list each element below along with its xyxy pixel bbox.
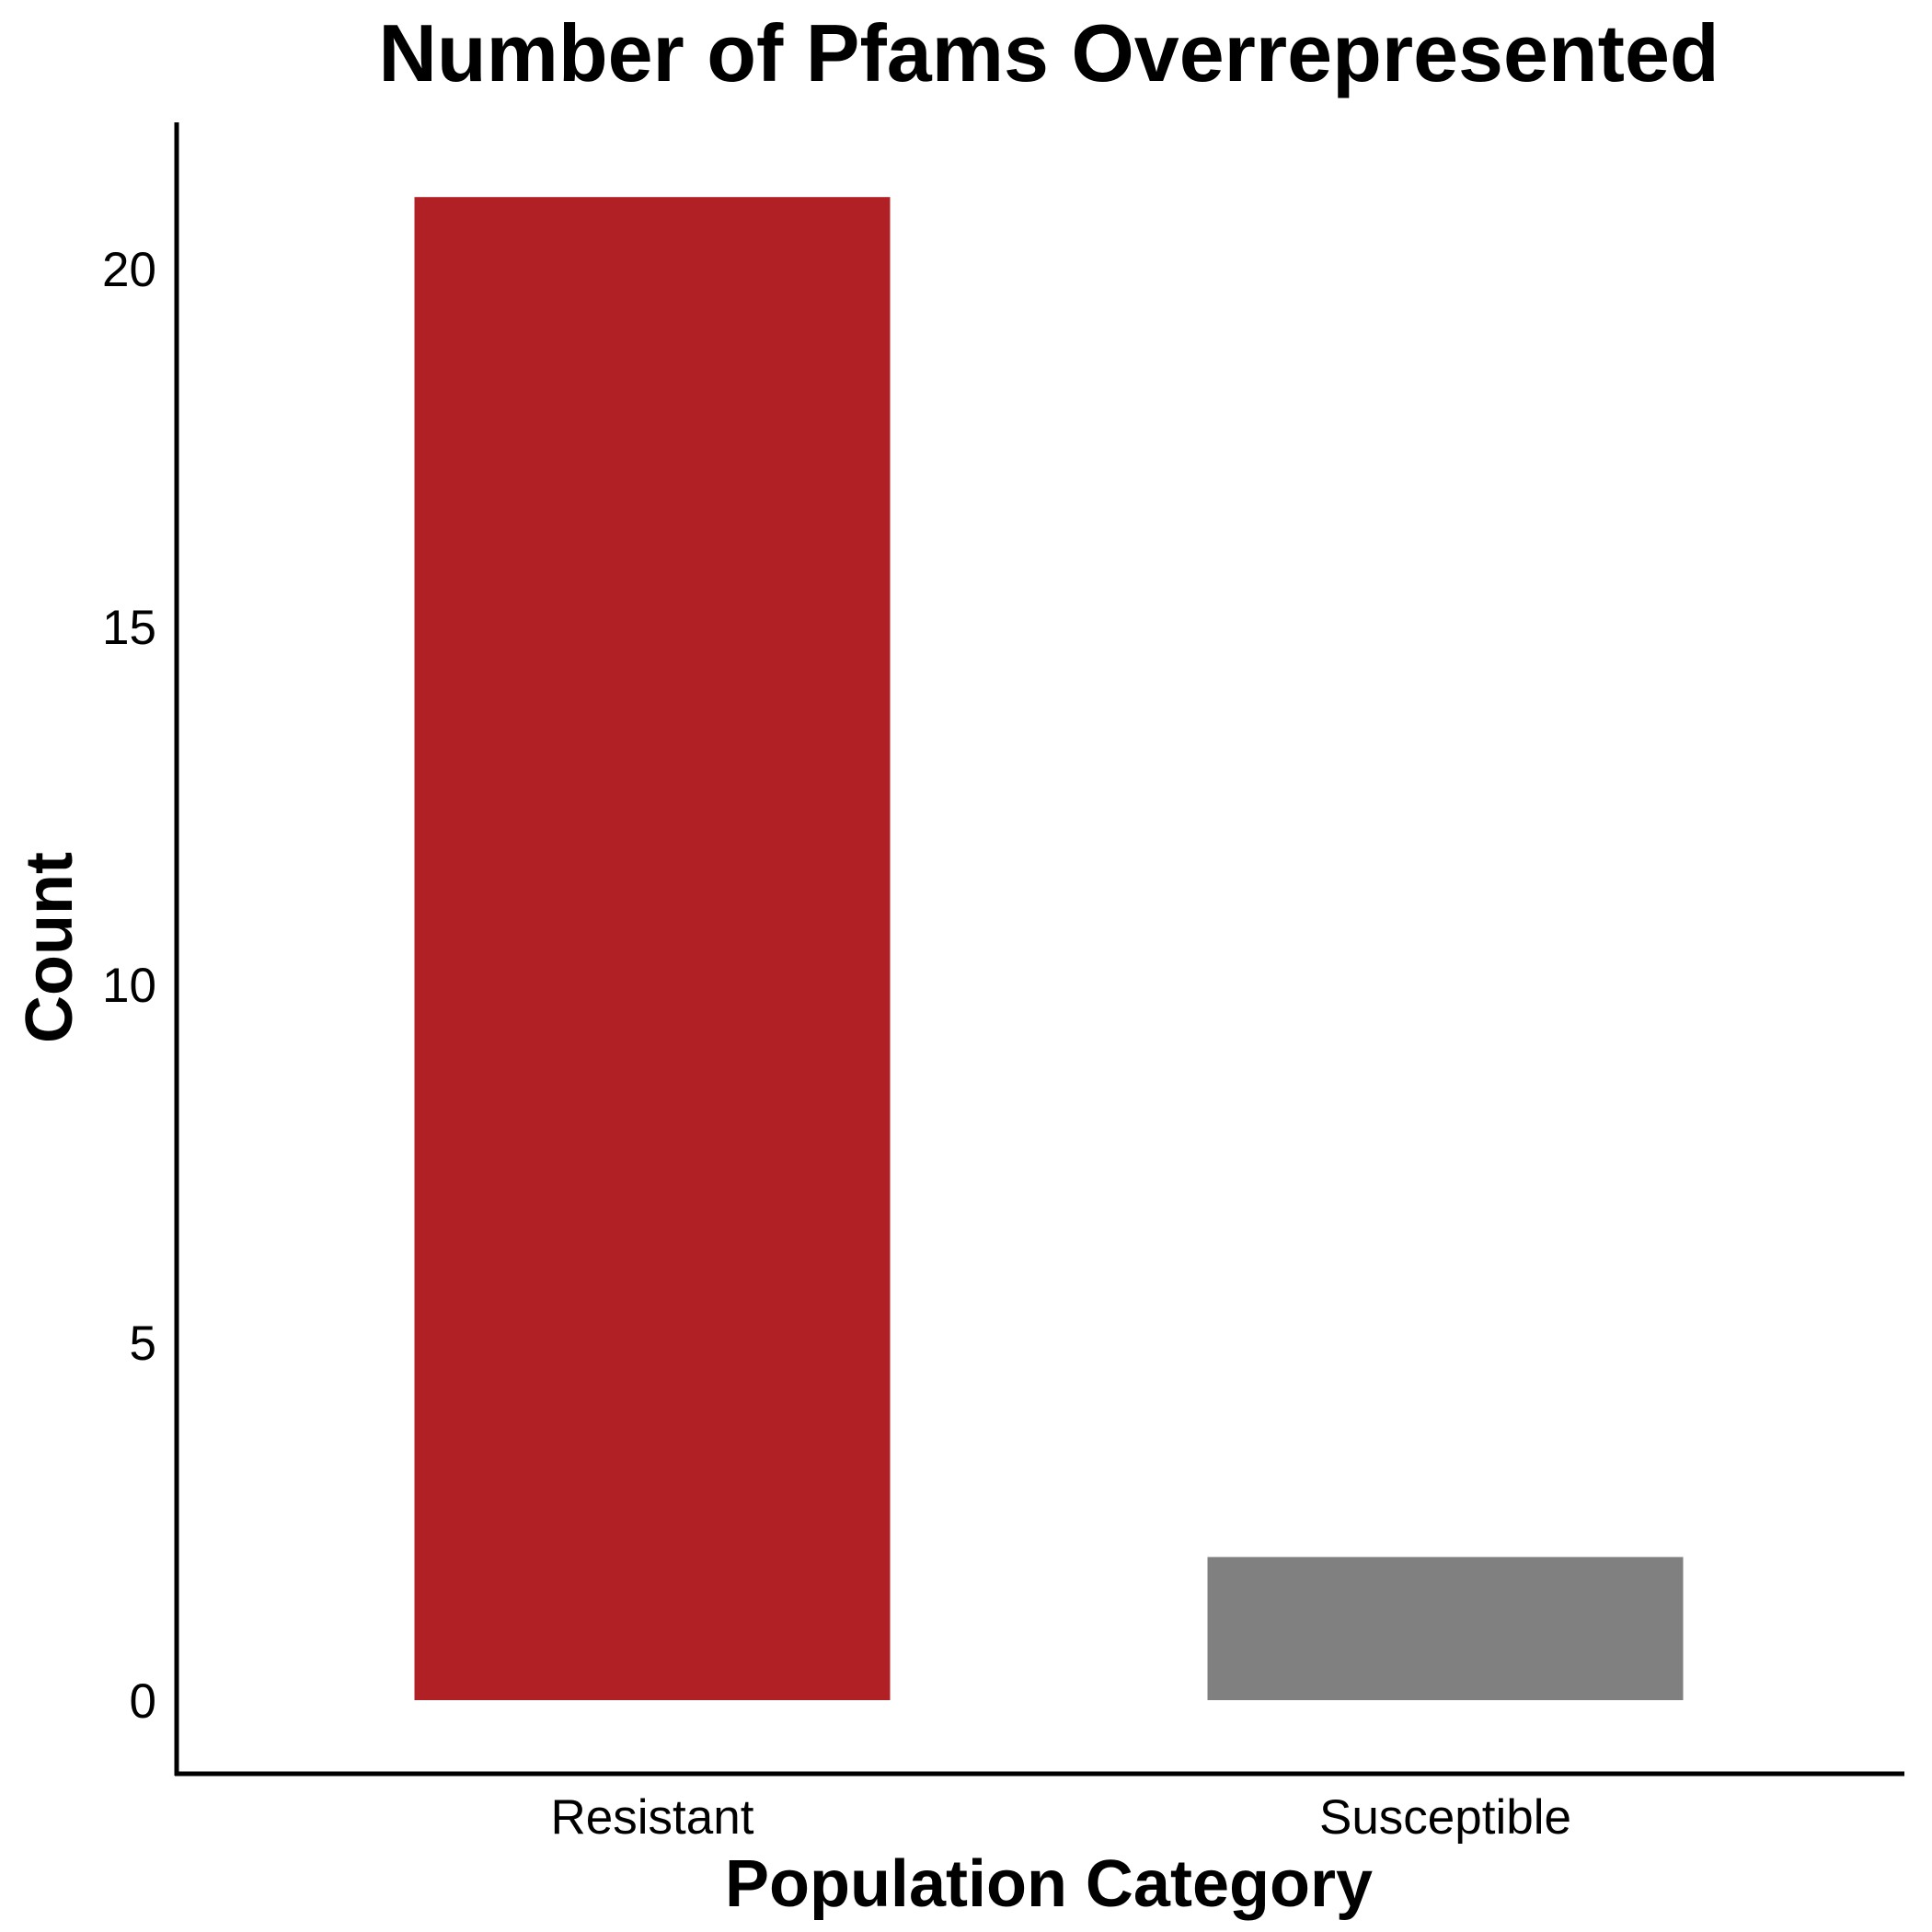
x-axis-title: Population Category bbox=[725, 1847, 1373, 1921]
y-axis-ticks: 0 5 10 15 20 bbox=[102, 243, 156, 1729]
bar-resistant bbox=[414, 197, 891, 1701]
y-tick-label: 0 bbox=[130, 1674, 156, 1729]
x-tick-label: Susceptible bbox=[1319, 1790, 1571, 1845]
y-tick-label: 10 bbox=[102, 959, 156, 1013]
y-tick-label: 15 bbox=[102, 601, 156, 655]
x-tick-label: Resistant bbox=[551, 1790, 754, 1845]
y-tick-label: 5 bbox=[130, 1317, 156, 1371]
plot-area bbox=[414, 197, 1684, 1701]
y-axis-title: Count bbox=[13, 852, 86, 1043]
chart-title: Number of Pfams Overrepresented bbox=[378, 7, 1719, 98]
x-axis-ticks: Resistant Susceptible bbox=[551, 1790, 1571, 1845]
y-tick-label: 20 bbox=[102, 243, 156, 297]
bar-susceptible bbox=[1207, 1557, 1684, 1700]
